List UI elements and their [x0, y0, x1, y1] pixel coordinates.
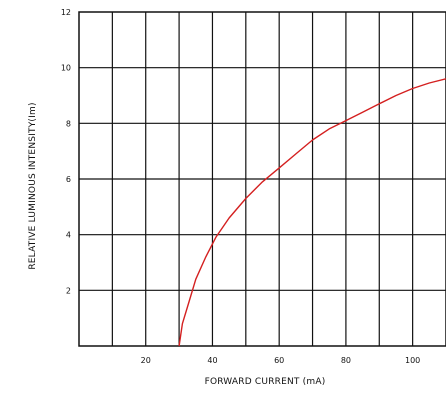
x-tick-label: 100	[405, 356, 420, 365]
y-tick-label: 6	[66, 175, 71, 184]
x-tick-label: 80	[341, 356, 351, 365]
y-tick-label: 8	[66, 119, 71, 128]
y-axis-title: RELATIVE LUMINOUS INTENSITY(Im)	[28, 102, 38, 269]
x-tick-label: 40	[207, 356, 217, 365]
series-line	[178, 78, 446, 347]
x-tick-label: 20	[141, 356, 151, 365]
grid-layer	[78, 11, 446, 347]
y-tick-label: 10	[61, 64, 71, 73]
y-tick-label: 12	[61, 8, 71, 17]
y-tick-label: 4	[66, 231, 71, 240]
x-axis-title: FORWARD CURRENT (mA)	[205, 377, 326, 387]
series-layer	[178, 78, 446, 347]
tick-layer: 20 40 60 80 100 2 4 6 8 10 12	[61, 8, 420, 365]
x-tick-label: 60	[274, 356, 284, 365]
y-tick-label: 2	[66, 286, 71, 295]
